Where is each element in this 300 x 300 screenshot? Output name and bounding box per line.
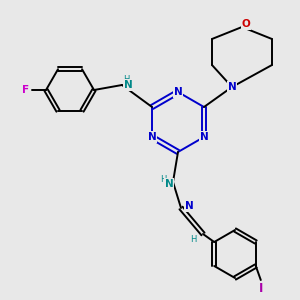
Text: H: H — [160, 176, 166, 184]
Text: F: F — [22, 85, 30, 95]
Text: N: N — [184, 201, 194, 211]
Text: H: H — [123, 74, 129, 83]
Text: N: N — [165, 179, 173, 189]
Text: N: N — [124, 80, 132, 90]
Text: N: N — [148, 132, 156, 142]
Text: I: I — [259, 281, 263, 295]
Text: N: N — [228, 82, 236, 92]
Text: N: N — [200, 132, 208, 142]
Text: O: O — [242, 19, 250, 29]
Text: N: N — [174, 87, 182, 97]
Text: H: H — [190, 236, 196, 244]
